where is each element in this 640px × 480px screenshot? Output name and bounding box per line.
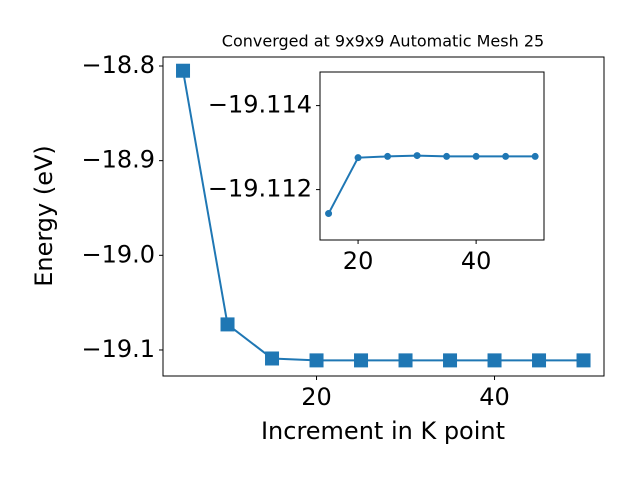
chart-title: Converged at 9x9x9 Automatic Mesh 25: [222, 32, 544, 51]
y-tick-label: −18.9: [81, 146, 155, 174]
y-tick-label: −18.8: [81, 51, 155, 79]
data-line: [182, 70, 584, 362]
marker: [384, 152, 392, 160]
y-axis-label: Energy (eV): [30, 145, 58, 287]
marker: [502, 152, 510, 160]
marker: [398, 353, 413, 368]
marker: [532, 353, 547, 368]
x-tick-label: 20: [301, 383, 332, 411]
y-tick-label: −19.1: [81, 335, 155, 363]
y-tick-label: −19.114: [208, 91, 312, 119]
marker: [443, 353, 458, 368]
marker: [354, 154, 362, 162]
marker: [309, 353, 324, 368]
marker: [443, 152, 451, 160]
marker: [487, 353, 502, 368]
x-axis-label: Increment in K point: [261, 417, 505, 445]
marker: [472, 152, 480, 160]
x-tick-label: 40: [479, 383, 510, 411]
marker: [176, 63, 191, 78]
x-tick-label: 40: [461, 247, 492, 275]
marker: [220, 317, 235, 332]
x-tick-label: 20: [343, 247, 374, 275]
marker: [265, 351, 280, 366]
y-tick-label: −19.112: [208, 175, 312, 203]
y-tick-label: −19.0: [81, 240, 155, 268]
marker: [531, 152, 539, 160]
data-line: [327, 154, 536, 215]
marker: [354, 353, 369, 368]
marker: [576, 353, 591, 368]
marker: [413, 152, 421, 160]
marker: [325, 210, 333, 218]
